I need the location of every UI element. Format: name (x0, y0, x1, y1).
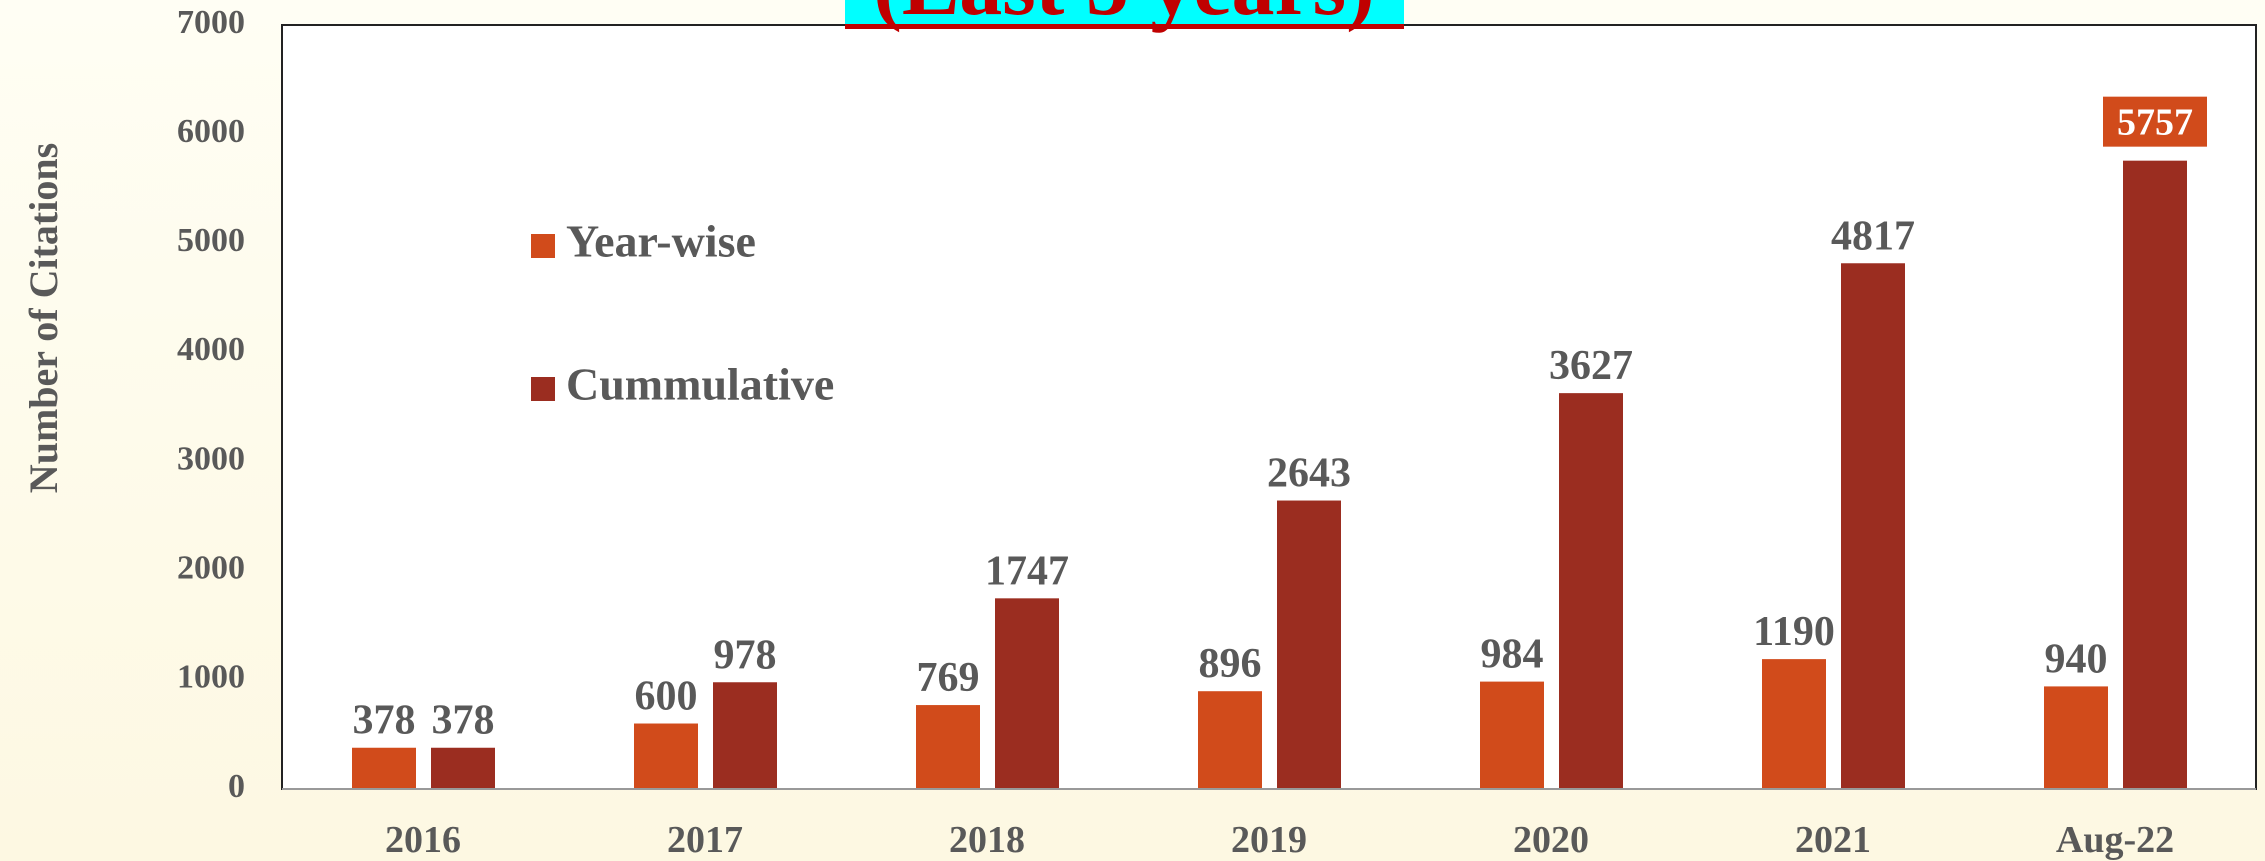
bar (1277, 500, 1341, 789)
legend-swatch (531, 377, 555, 401)
y-tick-label: 1000 (177, 659, 245, 696)
title-underline (845, 24, 1404, 29)
data-label: 978 (714, 632, 777, 678)
y-tick-label: 6000 (177, 113, 245, 150)
bar (2044, 686, 2108, 789)
data-label: 600 (635, 674, 698, 720)
x-tick-label: 2021 (1795, 819, 1871, 861)
data-label: 896 (1199, 641, 1262, 687)
y-tick-label: 4000 (177, 331, 245, 368)
bar (431, 747, 495, 789)
data-label: 2643 (1267, 451, 1351, 497)
bar (995, 598, 1059, 789)
x-tick-label: 2019 (1231, 819, 1307, 861)
y-tick-label: 7000 (177, 4, 245, 41)
x-tick-label: Aug-22 (2056, 819, 2174, 861)
x-tick-label: 2017 (667, 819, 743, 861)
data-label: 769 (917, 655, 980, 701)
bar (713, 682, 777, 789)
data-label-box (2103, 96, 2207, 147)
bar (352, 747, 416, 789)
bar (634, 723, 698, 789)
data-label: 5757 (2117, 102, 2193, 144)
data-label: 984 (1481, 632, 1544, 678)
bar (1480, 681, 1544, 789)
data-label: 3627 (1549, 343, 1633, 389)
bar (2123, 160, 2187, 790)
data-label: 1190 (1753, 609, 1835, 655)
bar (916, 705, 980, 789)
bar (1762, 659, 1826, 789)
bar (1559, 393, 1623, 789)
data-label: 940 (2045, 636, 2108, 682)
data-label: 4817 (1831, 213, 1915, 259)
legend-label: Year-wise (566, 216, 756, 267)
data-label: 378 (432, 698, 495, 744)
y-axis-label: Number of Citations (21, 143, 66, 493)
x-tick-label: 2020 (1513, 819, 1589, 861)
legend-label: Cummulative (566, 359, 834, 410)
y-tick-label: 3000 (177, 440, 245, 477)
y-tick-label: 2000 (177, 550, 245, 587)
bar (1841, 263, 1905, 789)
data-label: 378 (353, 698, 416, 744)
x-tick-label: 2016 (385, 819, 461, 861)
data-label: 1747 (985, 548, 1069, 594)
title-box (845, 0, 1404, 26)
y-tick-label: 0 (228, 768, 245, 805)
bar (1198, 691, 1262, 789)
plot-area (281, 24, 2257, 790)
y-tick-label: 5000 (177, 222, 245, 259)
legend-swatch (531, 234, 555, 258)
x-tick-label: 2018 (949, 819, 1025, 861)
